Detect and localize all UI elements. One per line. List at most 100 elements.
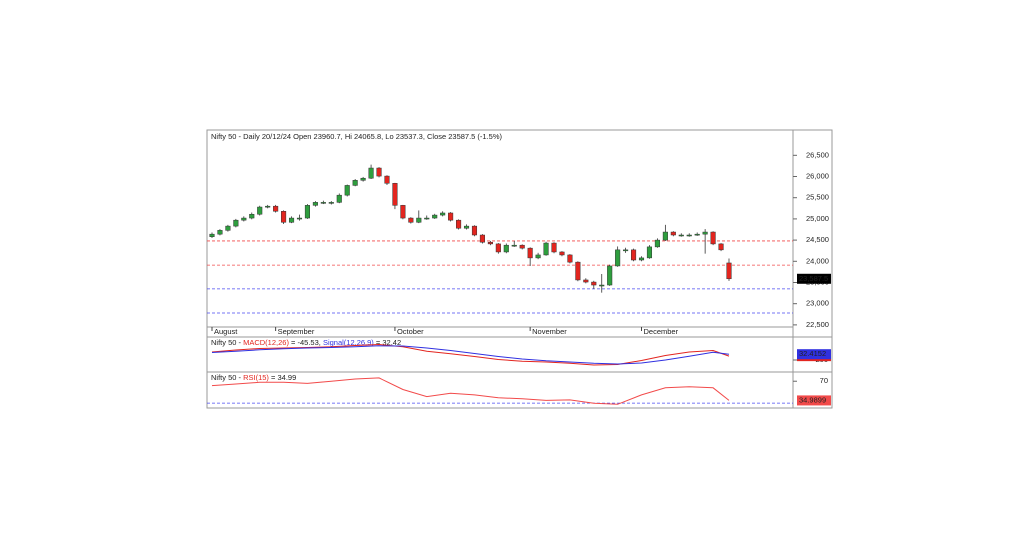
last-value-label: 32.4152 bbox=[799, 349, 826, 358]
y-tick-label: 26,000 bbox=[806, 171, 829, 180]
candle-body bbox=[607, 265, 613, 286]
candle-body bbox=[440, 212, 446, 216]
candle-body bbox=[527, 247, 533, 259]
candle-body bbox=[249, 213, 255, 219]
y-tick-label: 70 bbox=[820, 376, 828, 385]
last-price-box bbox=[797, 273, 831, 284]
y-tick-label: 22,500 bbox=[806, 320, 829, 329]
y-tick-label: 24,500 bbox=[806, 235, 829, 244]
candle-body bbox=[408, 217, 414, 223]
x-tick-label: September bbox=[278, 327, 315, 336]
last-value-label: 34.9899 bbox=[799, 395, 826, 404]
candle-body bbox=[392, 183, 398, 206]
candle-body bbox=[336, 194, 342, 203]
candle-body bbox=[312, 202, 318, 206]
candle-body bbox=[559, 251, 565, 256]
candle-body bbox=[495, 243, 501, 253]
candle-body bbox=[416, 217, 422, 223]
x-tick-label: August bbox=[214, 327, 238, 336]
y-tick-label: 23,000 bbox=[806, 299, 829, 308]
candle-body bbox=[662, 231, 668, 241]
y-tick-label: 25,500 bbox=[806, 193, 829, 202]
candle-body bbox=[209, 233, 215, 237]
candle-body bbox=[623, 249, 629, 252]
candle-body bbox=[479, 234, 485, 243]
candle-body bbox=[726, 262, 732, 280]
candle-body bbox=[678, 234, 684, 237]
x-tick-label: December bbox=[644, 327, 679, 336]
candle-body bbox=[511, 244, 517, 247]
candle-body bbox=[360, 177, 366, 181]
last-price-label: 23,587.5 bbox=[799, 274, 828, 283]
candle-body bbox=[535, 254, 541, 259]
candle-body bbox=[519, 244, 525, 249]
candle-body bbox=[654, 239, 660, 248]
candle-body bbox=[456, 219, 462, 229]
candle-body bbox=[432, 214, 438, 219]
candle-body bbox=[368, 167, 374, 179]
pane-title-part: Signal(12,26,9) bbox=[323, 338, 374, 347]
series-line bbox=[211, 343, 730, 366]
candle-body bbox=[328, 202, 334, 204]
candle-body bbox=[304, 205, 310, 219]
candle-body bbox=[233, 219, 239, 227]
candle-body bbox=[615, 249, 621, 267]
candle-body bbox=[320, 202, 326, 204]
last-value-box bbox=[797, 395, 831, 406]
candle-body bbox=[694, 233, 700, 236]
pane-title-part: Nifty 50 - bbox=[211, 373, 243, 382]
candle-body bbox=[702, 231, 708, 235]
pane-title-part: = -45.53, bbox=[289, 338, 323, 347]
pane-title-part: = 34.99 bbox=[269, 373, 296, 382]
pane-title-part: = 32.42 bbox=[374, 338, 401, 347]
candle-body bbox=[217, 230, 223, 235]
pane-title: Nifty 50 - RSI(15) = 34.99 bbox=[211, 373, 296, 382]
candle-body bbox=[638, 257, 645, 261]
candle-body bbox=[575, 261, 581, 281]
candle-body bbox=[281, 211, 287, 223]
candle-body bbox=[344, 185, 350, 196]
candle-body bbox=[352, 180, 358, 186]
candle-body bbox=[463, 225, 470, 229]
candle-body bbox=[384, 175, 390, 184]
candle-body bbox=[591, 281, 597, 286]
candle-body bbox=[551, 242, 557, 253]
y-tick-label: 24,000 bbox=[806, 256, 829, 265]
candle-body bbox=[686, 234, 692, 237]
chart-title: Nifty 50 - Daily 20/12/24 Open 23960.7, … bbox=[211, 132, 503, 141]
candle-body bbox=[471, 225, 478, 236]
x-tick-label: November bbox=[532, 327, 567, 336]
candle-body bbox=[241, 217, 247, 221]
candle-body bbox=[265, 205, 271, 208]
x-tick-label: October bbox=[397, 327, 424, 336]
last-value-box bbox=[797, 349, 831, 360]
candle-body bbox=[670, 231, 676, 236]
candle-body bbox=[543, 242, 549, 256]
candle-body bbox=[583, 279, 589, 283]
candle-body bbox=[503, 244, 509, 253]
pane-title-part: Nifty 50 - bbox=[211, 338, 243, 347]
candle-body bbox=[288, 217, 295, 223]
candle-body bbox=[448, 212, 454, 221]
pane-title-part: RSI(15) bbox=[243, 373, 269, 382]
pane-title-part: MACD(12,26) bbox=[243, 338, 289, 347]
candle-body bbox=[376, 167, 382, 177]
series-line bbox=[211, 377, 730, 405]
candle-body bbox=[424, 217, 430, 220]
candle-body bbox=[599, 284, 605, 287]
candle-body bbox=[718, 243, 724, 251]
candle-body bbox=[273, 205, 279, 212]
candle-body bbox=[567, 254, 573, 263]
series-line bbox=[211, 345, 730, 365]
candle-body bbox=[296, 217, 303, 220]
candle-body bbox=[225, 225, 231, 231]
candle-body bbox=[646, 246, 653, 259]
pane-title: Nifty 50 - MACD(12,26) = -45.53, Signal(… bbox=[211, 338, 401, 347]
candle-body bbox=[631, 249, 637, 261]
candle-body bbox=[400, 205, 406, 219]
candle-body bbox=[487, 241, 493, 245]
chart-frame bbox=[206, 129, 833, 409]
y-tick-label: 26,500 bbox=[806, 150, 829, 159]
candle-body bbox=[257, 206, 263, 215]
